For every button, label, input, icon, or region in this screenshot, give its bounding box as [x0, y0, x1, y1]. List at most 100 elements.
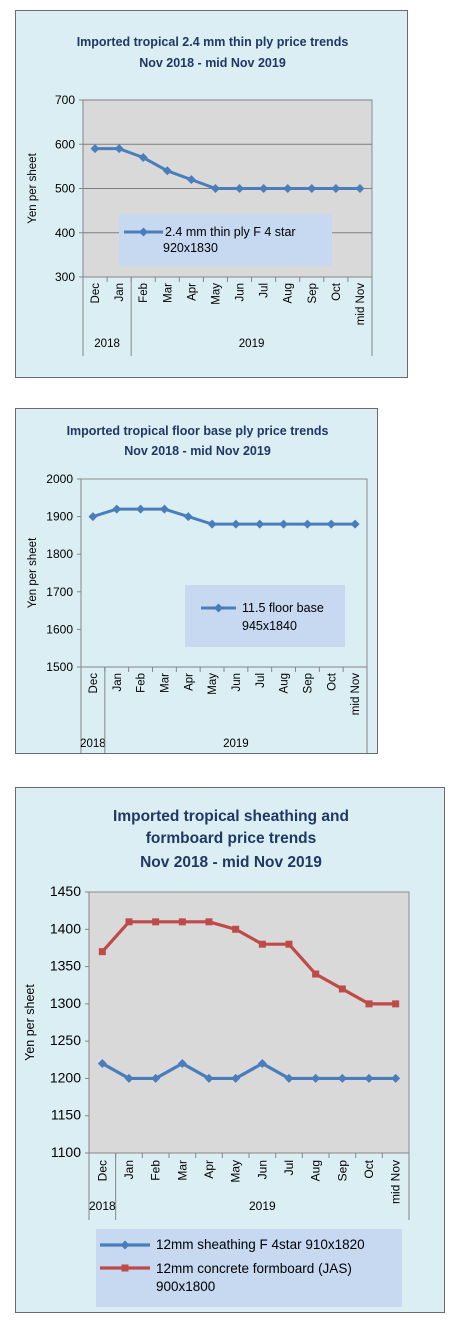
data-point — [159, 504, 169, 514]
y-tick-label: 300 — [55, 270, 75, 284]
y-tick-label: 1300 — [50, 995, 81, 1011]
x-tick-label: Sep — [307, 283, 319, 303]
x-tick-label: Jan — [122, 1160, 136, 1179]
data-point — [279, 519, 289, 529]
x-tick-label: May — [229, 1160, 243, 1183]
year-group-label: 2019 — [223, 738, 249, 750]
y-tick-label: 1700 — [46, 585, 73, 599]
data-point — [151, 1073, 161, 1083]
data-point — [392, 1000, 400, 1008]
thin-ply-chart: Imported tropical 2.4 mm thin ply price … — [27, 35, 373, 356]
data-point — [331, 184, 341, 193]
year-group-label: 2018 — [89, 1199, 116, 1213]
data-point — [178, 918, 186, 926]
chart-panel-sheathing-formboard: Imported tropical sheathing and formboard… — [15, 787, 445, 1313]
data-point — [205, 918, 213, 926]
data-point — [284, 1073, 294, 1083]
x-tick-label: Apr — [186, 283, 198, 301]
x-tick-label: May — [207, 673, 219, 695]
x-tick-label: Jul — [282, 1160, 296, 1175]
data-point — [177, 1059, 187, 1069]
x-tick-label: mid Nov — [355, 283, 367, 325]
y-tick-label: 600 — [55, 137, 75, 151]
y-tick-label: 1350 — [50, 958, 81, 974]
year-group-label: 2019 — [239, 338, 265, 350]
y-tick-label: 2000 — [46, 472, 73, 486]
legend-swatch-marker — [139, 227, 148, 237]
x-tick-label: Dec — [95, 1160, 109, 1181]
legend-label: 11.5 floor base — [242, 601, 324, 615]
chart-title-line: Nov 2018 - mid Nov 2019 — [124, 444, 271, 458]
data-point — [285, 940, 293, 948]
data-point — [312, 970, 320, 978]
data-point — [235, 184, 245, 193]
year-group-label: 2018 — [94, 338, 120, 350]
data-point — [114, 144, 124, 154]
data-point — [112, 504, 122, 514]
floor-base-chart: Imported tropical floor base ply price t… — [27, 424, 368, 753]
x-tick-label: Aug — [309, 1160, 323, 1181]
y-axis-title: Yen per sheet — [27, 152, 39, 223]
x-tick-label: Jul — [259, 283, 271, 298]
legend-box — [185, 585, 345, 647]
chart-title-line: Imported tropical floor base ply price t… — [67, 424, 329, 438]
x-tick-label: Jan — [114, 283, 126, 302]
x-tick-label: Jun — [235, 283, 247, 302]
data-point — [338, 985, 346, 993]
legend-swatch-marker — [121, 1264, 129, 1272]
legend-label: 12mm concrete formboard (JAS) — [156, 1261, 352, 1276]
series-line — [101, 920, 396, 1006]
x-tick-label: Oct — [362, 1159, 376, 1178]
x-tick-label: May — [210, 283, 222, 305]
data-point — [259, 184, 269, 193]
x-tick-label: Dec — [90, 283, 102, 304]
data-point — [98, 948, 106, 956]
x-tick-label: Apr — [202, 1160, 216, 1179]
y-tick-label: 1500 — [46, 660, 73, 674]
y-tick-label: 1800 — [46, 547, 73, 561]
data-point — [210, 184, 220, 193]
year-group-label: 2018 — [80, 738, 106, 750]
x-tick-label: Oct — [326, 672, 338, 691]
chart-panel-floor-base: Imported tropical floor base ply price t… — [15, 408, 378, 754]
y-tick-label: 1200 — [50, 1069, 81, 1085]
data-point — [311, 1073, 321, 1083]
x-tick-label: Sep — [302, 673, 314, 693]
legend-label-line2: 945x1840 — [242, 619, 297, 633]
legend-swatch-marker — [214, 603, 223, 613]
data-point — [283, 184, 293, 193]
legend-label-line2: 900x1800 — [156, 1279, 215, 1294]
x-tick-label: Jan — [112, 673, 124, 692]
x-tick-label: Aug — [279, 673, 291, 693]
y-tick-label: 1400 — [50, 920, 81, 936]
y-tick-label: 1600 — [46, 622, 73, 636]
data-point — [88, 512, 98, 522]
data-point — [365, 1000, 373, 1008]
x-tick-label: Jul — [255, 673, 267, 688]
y-tick-label: 400 — [55, 226, 75, 240]
y-tick-label: 1250 — [50, 1032, 81, 1048]
x-tick-label: Feb — [149, 1160, 163, 1181]
y-axis-title: Yen per sheet — [23, 984, 37, 1061]
x-tick-label: Dec — [88, 673, 100, 694]
chart-title-line: Imported tropical 2.4 mm thin ply price … — [77, 35, 349, 49]
data-point — [231, 519, 241, 529]
x-tick-label: Mar — [162, 283, 174, 303]
y-tick-label: 1100 — [51, 1144, 81, 1160]
data-point — [337, 1073, 347, 1083]
data-point — [207, 519, 217, 529]
chart-title-line: Imported tropical sheathing and — [113, 808, 349, 825]
x-tick-label: Mar — [159, 673, 171, 693]
data-point — [186, 175, 196, 185]
year-group-label: 2019 — [249, 1199, 276, 1213]
data-point — [183, 512, 193, 522]
chart-panel-thin-ply: Imported tropical 2.4 mm thin ply price … — [15, 10, 408, 378]
data-point — [302, 519, 312, 529]
y-tick-label: 700 — [55, 93, 75, 107]
x-tick-label: Mar — [175, 1160, 189, 1181]
data-point — [136, 504, 146, 514]
data-point — [90, 144, 100, 154]
data-point — [152, 918, 160, 926]
data-point — [307, 184, 317, 193]
legend-label: 2.4 mm thin ply F 4 star — [165, 225, 296, 239]
